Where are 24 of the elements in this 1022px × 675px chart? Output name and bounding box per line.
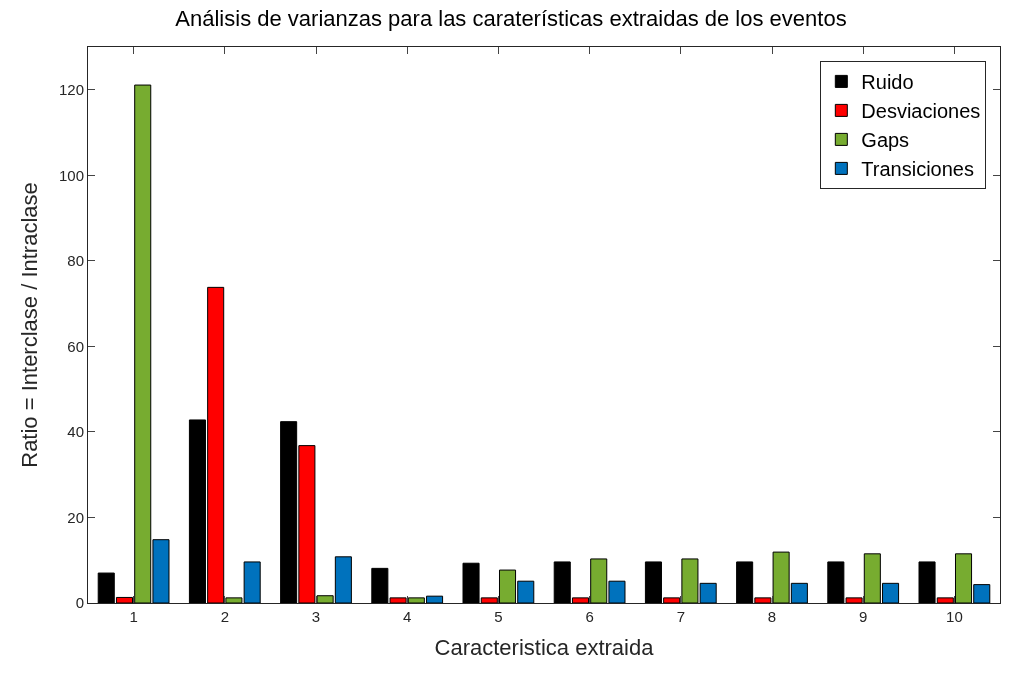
legend-label: Gaps <box>861 129 910 152</box>
x-tick-label: 10 <box>946 608 963 625</box>
y-tick-label: 20 <box>67 508 84 526</box>
legend-label: Ruido <box>861 71 914 94</box>
legend-label: Transiciones <box>861 158 974 181</box>
x-tick-label: 2 <box>220 608 229 625</box>
x-tick-label: 9 <box>859 608 868 625</box>
y-tick-label: 0 <box>75 594 84 612</box>
y-axis-title: Ratio = Interclase / Intraclase <box>16 182 42 468</box>
y-tick-label: 120 <box>58 81 84 99</box>
x-tick-label: 7 <box>676 608 685 625</box>
x-tick-label: 6 <box>585 608 594 625</box>
x-tick-label: 3 <box>311 608 321 625</box>
x-tick-label: 5 <box>494 608 503 625</box>
x-tick-label: 8 <box>767 608 777 625</box>
legend-label: Desviaciones <box>861 100 981 123</box>
x-axis-title: Caracteristica extraida <box>434 634 655 660</box>
chart-title: Análisis de varianzas para las caraterísticas extraidas de los eventos <box>175 5 847 31</box>
x-tick-label: 1 <box>129 608 138 625</box>
y-tick-label: 80 <box>67 252 84 270</box>
y-tick-label: 60 <box>67 337 84 355</box>
x-tick-label: 4 <box>403 608 412 625</box>
y-tick-label: 100 <box>58 166 84 184</box>
y-tick-label: 40 <box>67 423 84 441</box>
